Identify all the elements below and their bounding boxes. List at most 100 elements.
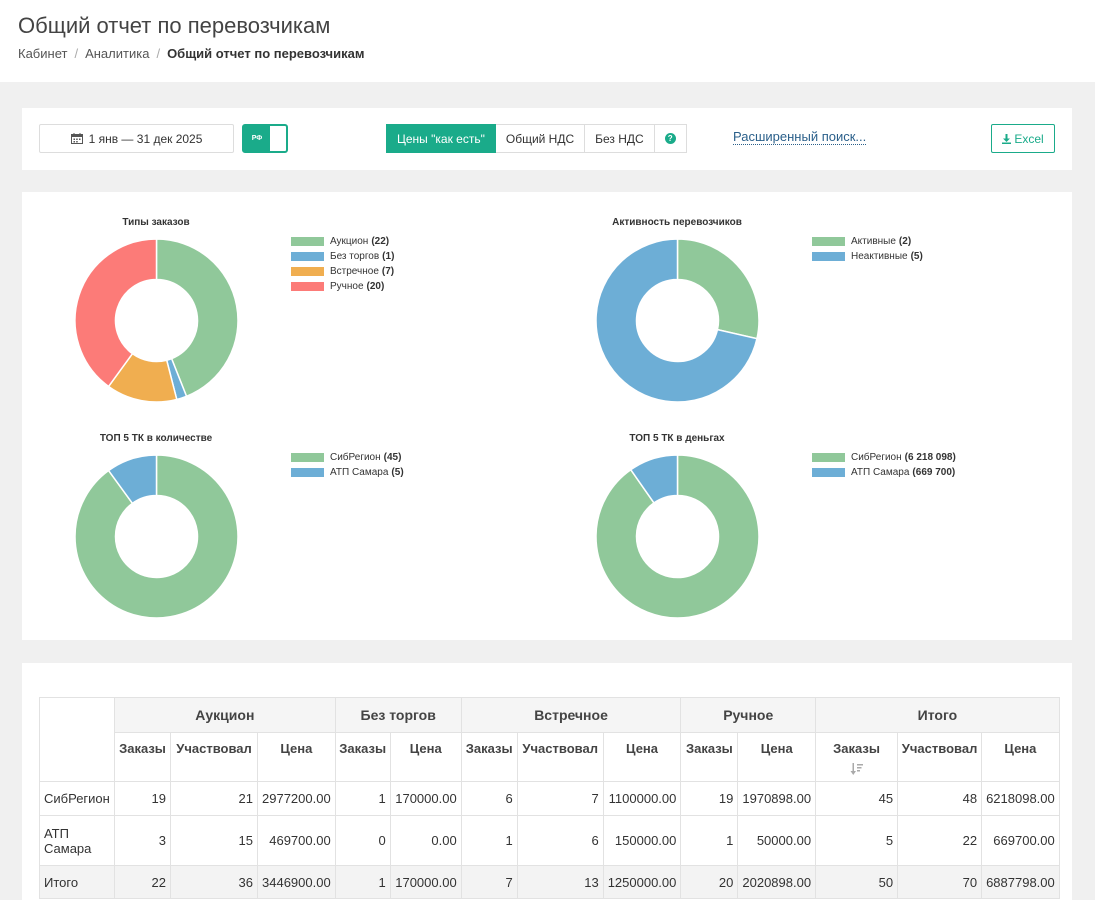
country-toggle[interactable]: РФ [242, 124, 288, 153]
breadcrumb-item-cabinet[interactable]: Кабинет [18, 46, 68, 61]
legend-item[interactable]: СибРегион (45) [291, 450, 404, 465]
column-header[interactable]: Заказы [334, 732, 391, 782]
breadcrumb-item-current: Общий отчет по перевозчикам [167, 46, 365, 61]
legend-item[interactable]: Встречное (7) [291, 264, 394, 279]
table-cell: 3 [114, 815, 171, 866]
column-header[interactable]: Заказы [680, 732, 739, 782]
price-mode-no-vat-button[interactable]: Без НДС [585, 124, 655, 153]
legend-value: (669 700) [912, 467, 956, 478]
legend-value: (45) [383, 452, 402, 463]
legend-item[interactable]: АТП Самара (5) [291, 465, 404, 480]
column-header[interactable]: Цена [737, 732, 817, 782]
donut-slice[interactable] [596, 239, 758, 402]
donut-slice[interactable] [155, 239, 239, 398]
legend-item[interactable]: СибРегион (6 218 098) [812, 450, 956, 465]
legend-item[interactable]: Аукцион (22) [291, 234, 394, 249]
column-header[interactable]: Участвовал [516, 732, 604, 782]
table-cell: 5 [815, 815, 899, 866]
legend-item[interactable]: АТП Самара (669 700) [812, 465, 956, 480]
donut-slice[interactable] [107, 455, 158, 505]
top-carriers-money-legend: СибРегион (6 218 098) АТП Самара (669 700) [812, 450, 956, 480]
table-cell: 22 [897, 815, 983, 866]
price-mode-vat-button[interactable]: Общий НДС [495, 124, 586, 153]
table-cell: 170000.00 [389, 781, 462, 816]
table-cell: 70 [897, 865, 983, 899]
legend-item[interactable]: Активные (2) [812, 234, 923, 249]
legend-item[interactable]: Ручное (20) [291, 279, 394, 294]
column-header[interactable]: Цена [389, 732, 462, 782]
table-cell: 0.00 [389, 815, 462, 866]
table-cell: 50 [815, 865, 899, 899]
download-icon [1002, 133, 1012, 144]
table-cell: 48 [897, 781, 983, 816]
legend-swatch [812, 237, 845, 246]
table-row: СибРегион 19 21 2977200.00 1 170000.00 6 7 11000… [39, 781, 1060, 816]
column-header[interactable]: Заказы [460, 732, 518, 782]
table-cell: 45 [815, 781, 899, 816]
excel-export-button[interactable]: Excel [991, 124, 1055, 153]
legend-item[interactable]: Без торгов (1) [291, 249, 394, 264]
date-range-picker[interactable]: 1 янв — 31 дек 2025 [39, 124, 234, 153]
carrier-column-header [39, 697, 115, 782]
price-mode-help-button[interactable]: ? [654, 124, 687, 153]
column-header[interactable]: Участвовал [897, 732, 983, 782]
chart-title: ТОП 5 ТК в количестве [99, 433, 213, 444]
calendar-icon [70, 133, 83, 144]
column-header[interactable]: Цена [257, 732, 336, 782]
filter-toolbar: 1 янв — 31 дек 2025 РФ Цены "как есть" О… [22, 108, 1072, 170]
legend-label: Активные [851, 236, 896, 247]
toggle-knob: РФ [244, 126, 270, 151]
legend-label: АТП Самара [851, 467, 910, 478]
legend-swatch [291, 468, 324, 477]
group-header-total: Итого [815, 697, 1060, 733]
table-cell: 36 [170, 865, 258, 899]
group-header-auction: Аукцион [114, 697, 336, 733]
donut-slice[interactable] [676, 239, 760, 340]
column-header[interactable]: Цена [981, 732, 1060, 782]
table-cell: 22 [114, 865, 171, 899]
legend-value: (22) [371, 236, 390, 247]
breadcrumb-item-analytics[interactable]: Аналитика [85, 46, 150, 61]
column-header[interactable]: Цена [602, 732, 682, 782]
carrier-name-cell: Итого [39, 865, 115, 899]
table-body: СибРегион 19 21 2977200.00 1 170000.00 6 7 11000… [39, 781, 1060, 899]
report-table-panel: Аукцион Без торгов Встречное Ручное Итог… [22, 663, 1072, 900]
order-types-legend: Аукцион (22) Без торгов (1) Встречное (7) Ручн… [291, 234, 394, 294]
legend-value: (5) [391, 467, 404, 478]
advanced-search-link[interactable]: Расширенный поиск... [733, 129, 867, 145]
column-header[interactable]: Участвовал [170, 732, 258, 782]
legend-value: (1) [382, 251, 395, 262]
chart-title: Активность перевозчиков [612, 217, 742, 228]
order-types-donut [75, 239, 238, 402]
chart-title: ТОП 5 ТК в деньгах [629, 433, 725, 444]
table-cell: 150000.00 [602, 815, 682, 866]
table-cell: 1250000.00 [602, 865, 682, 899]
legend-item[interactable]: Неактивные (5) [812, 249, 923, 264]
legend-label: Встречное [330, 266, 379, 277]
legend-swatch [812, 468, 845, 477]
group-header-counter: Встречное [460, 697, 682, 733]
carrier-name-cell: АТП Самара [39, 815, 115, 866]
table-cell: 1100000.00 [602, 781, 682, 816]
table-cell: 170000.00 [389, 865, 462, 899]
table-cell: 2977200.00 [257, 781, 336, 816]
column-header[interactable]: Заказы [114, 732, 171, 782]
donut-slice[interactable] [629, 455, 679, 504]
table-cell: 19 [114, 781, 171, 816]
price-mode-as-is-button[interactable]: Цены "как есть" [386, 124, 496, 153]
legend-label: АТП Самара [330, 467, 389, 478]
table-cell: 7 [460, 865, 518, 899]
donut-slice[interactable] [596, 455, 759, 618]
column-header-sorted[interactable]: Заказы [815, 732, 899, 782]
carrier-name-cell: СибРегион [39, 781, 115, 816]
legend-swatch [291, 282, 324, 291]
donut-slice[interactable] [75, 455, 238, 618]
breadcrumb: Кабинет / Аналитика / Общий отчет по перевоз… [18, 46, 364, 61]
chart-title: Типы заказов [122, 217, 190, 228]
table-cell: 7 [516, 781, 604, 816]
table-cell: 6887798.00 [981, 865, 1060, 899]
donut-slice[interactable] [75, 239, 158, 388]
carrier-activity-legend: Активные (2) Неактивные (5) [812, 234, 923, 264]
table-cell: 1 [460, 815, 518, 866]
page-title: Общий отчет по перевозчикам [18, 13, 331, 38]
